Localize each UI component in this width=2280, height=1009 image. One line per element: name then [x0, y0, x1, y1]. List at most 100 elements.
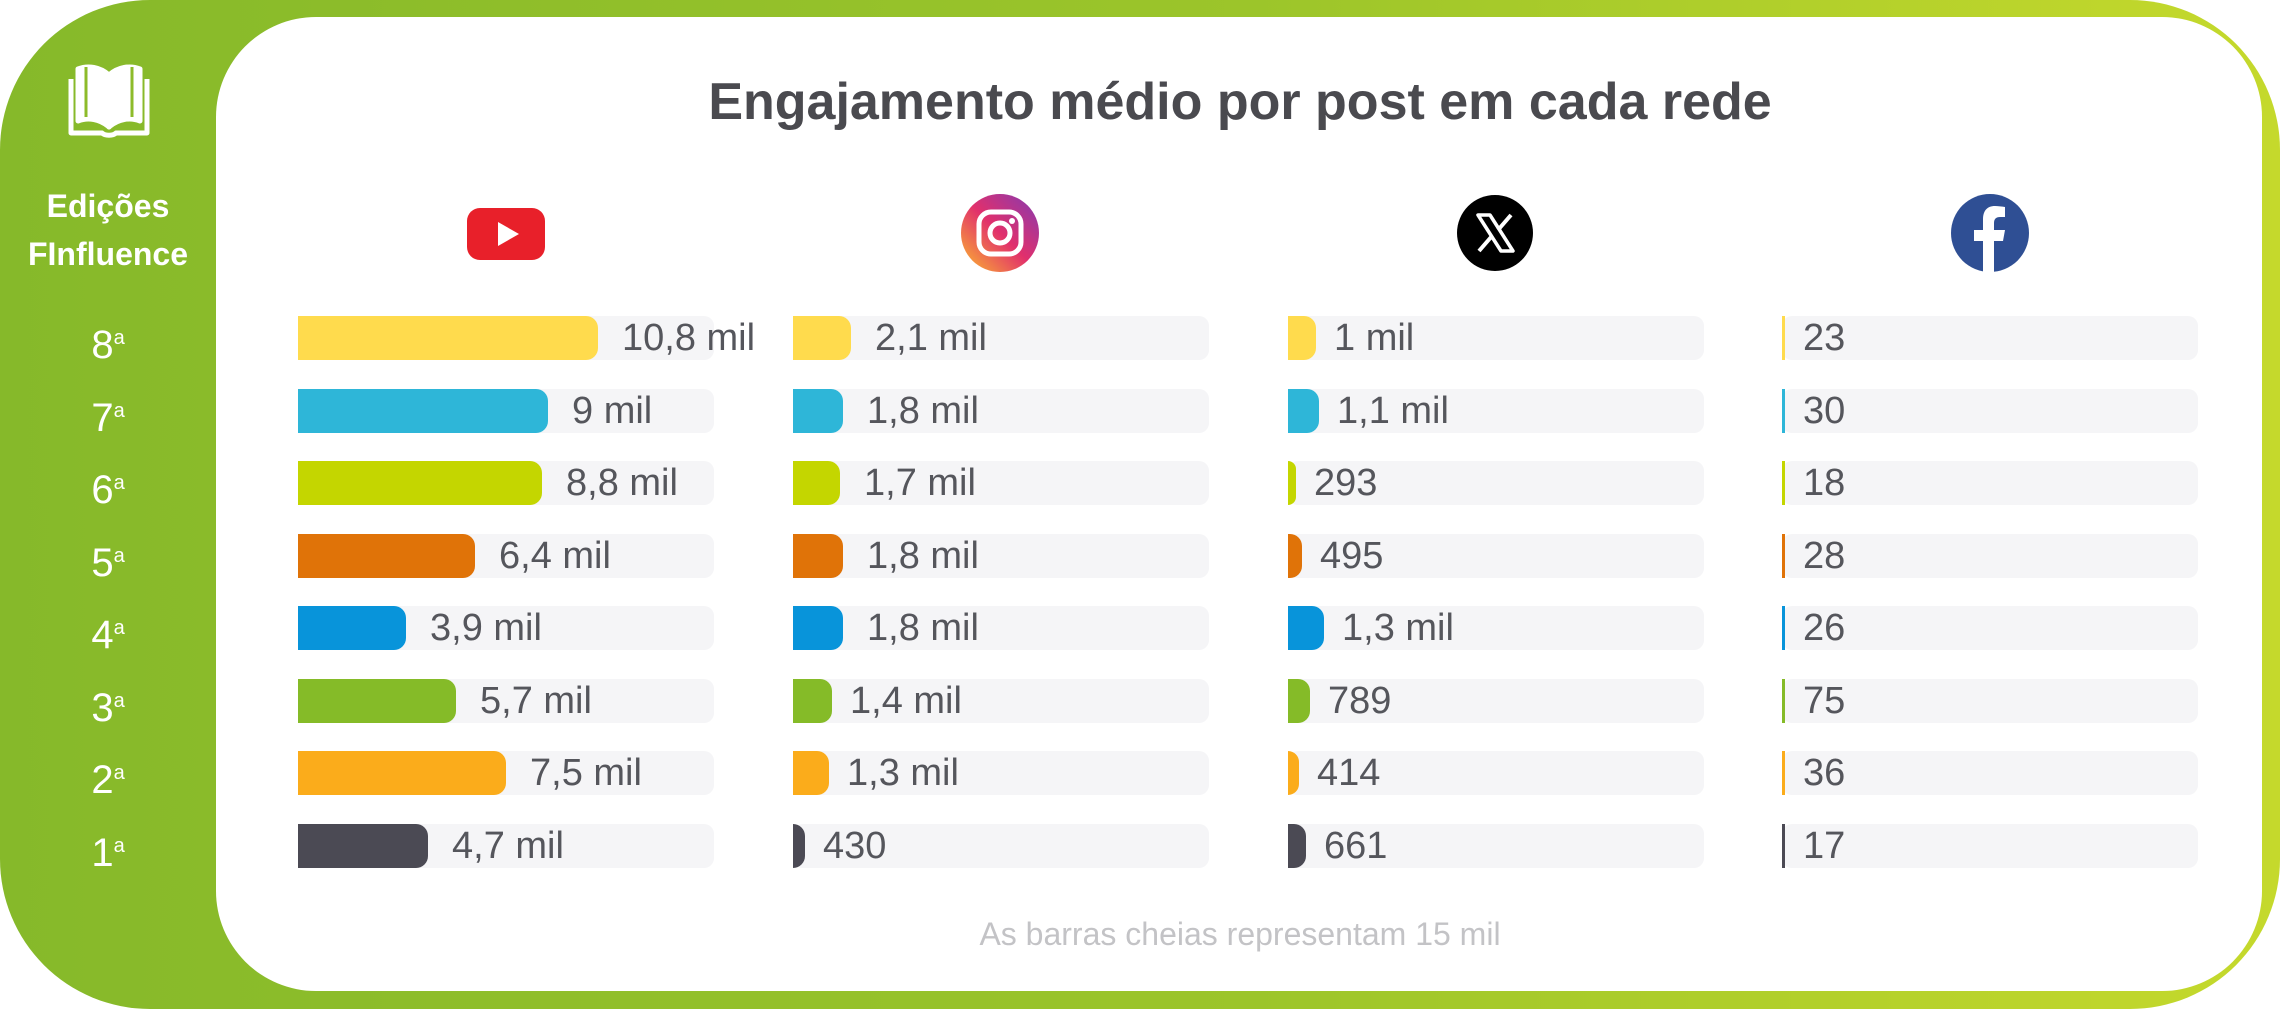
bar-value-label: 1,1 mil — [1337, 390, 1449, 432]
facebook-icon — [1951, 194, 2029, 272]
edition-label: 4a — [91, 613, 125, 657]
bar-track — [793, 606, 1209, 650]
bar-track — [1288, 679, 1704, 723]
bar-value-label: 5,7 mil — [480, 680, 592, 722]
bar-facebook-3ª — [1782, 679, 1785, 723]
bar-value-label: 1,3 mil — [847, 752, 959, 794]
bar-track — [1288, 389, 1704, 433]
edition-label: 1a — [91, 831, 125, 875]
bar-track — [793, 824, 1209, 868]
bar-value-label: 1 mil — [1334, 317, 1415, 359]
bar-value-label: 26 — [1803, 607, 1846, 649]
edition-label: 7a — [91, 396, 125, 440]
bar-youtube-8ª — [298, 316, 598, 360]
edition-label: 8a — [91, 323, 125, 367]
bar-value-label: 36 — [1803, 752, 1846, 794]
bar-track — [1782, 679, 2198, 723]
bar-track — [1288, 824, 1704, 868]
bar-value-label: 1,4 mil — [850, 680, 962, 722]
bar-track — [1782, 606, 2198, 650]
x-icon — [1457, 195, 1533, 271]
bar-youtube-2ª — [298, 751, 506, 795]
bar-facebook-8ª — [1782, 316, 1785, 360]
bar-value-label: 75 — [1803, 680, 1846, 722]
bar-facebook-6ª — [1782, 461, 1785, 505]
bar-value-label: 4,7 mil — [452, 825, 564, 867]
bar-value-label: 1,7 mil — [864, 462, 976, 504]
bar-x-3ª — [1288, 679, 1310, 723]
bar-facebook-2ª — [1782, 751, 1785, 795]
bar-value-label: 17 — [1803, 825, 1846, 867]
bar-track — [1288, 461, 1704, 505]
bar-instagram-4ª — [793, 606, 843, 650]
bar-value-label: 1,3 mil — [1342, 607, 1454, 649]
bar-value-label: 293 — [1314, 462, 1378, 504]
bar-value-label: 495 — [1320, 535, 1384, 577]
bar-track — [793, 534, 1209, 578]
edition-label: 3a — [91, 686, 125, 730]
bar-value-label: 789 — [1328, 680, 1392, 722]
bar-track — [793, 316, 1209, 360]
bar-track — [1782, 534, 2198, 578]
open-book-icon — [68, 64, 150, 138]
bar-track — [1782, 316, 2198, 360]
bar-value-label: 6,4 mil — [499, 535, 611, 577]
sidebar-title-line1: Edições — [46, 188, 170, 224]
bar-value-label: 30 — [1803, 390, 1846, 432]
bar-instagram-8ª — [793, 316, 851, 360]
bar-facebook-1ª — [1782, 824, 1785, 868]
bar-x-4ª — [1288, 606, 1324, 650]
bar-track — [793, 389, 1209, 433]
bar-value-label: 18 — [1803, 462, 1846, 504]
bar-x-7ª — [1288, 389, 1319, 433]
bar-track — [1782, 824, 2198, 868]
bar-track — [793, 751, 1209, 795]
bar-instagram-6ª — [793, 461, 840, 505]
bar-value-label: 414 — [1317, 752, 1381, 794]
bar-facebook-4ª — [1782, 606, 1785, 650]
bar-instagram-3ª — [793, 679, 832, 723]
bar-value-label: 661 — [1324, 825, 1388, 867]
bar-instagram-1ª — [793, 824, 805, 868]
bar-track — [1288, 751, 1704, 795]
bar-instagram-5ª — [793, 534, 843, 578]
edition-label: 2a — [91, 758, 125, 802]
bar-value-label: 1,8 mil — [867, 535, 979, 577]
bar-youtube-6ª — [298, 461, 542, 505]
bar-youtube-5ª — [298, 534, 475, 578]
chart-title: Engajamento médio por post em cada rede — [708, 73, 1772, 131]
bar-youtube-3ª — [298, 679, 456, 723]
edition-label: 6a — [91, 468, 125, 512]
bar-x-8ª — [1288, 316, 1316, 360]
editions-sidebar: Edições FInfluence 8a 7a 6a 5a 4a 3a 2a … — [0, 0, 216, 1009]
bar-value-label: 9 mil — [572, 390, 653, 432]
bar-value-label: 2,1 mil — [875, 317, 987, 359]
bar-x-6ª — [1288, 461, 1296, 505]
bar-instagram-2ª — [793, 751, 829, 795]
bar-youtube-1ª — [298, 824, 428, 868]
bar-instagram-7ª — [793, 389, 843, 433]
bar-value-label: 430 — [823, 825, 887, 867]
bar-value-label: 23 — [1803, 317, 1846, 359]
bar-value-label: 3,9 mil — [430, 607, 542, 649]
bar-x-5ª — [1288, 534, 1302, 578]
bar-youtube-4ª — [298, 606, 406, 650]
chart-note: As barras cheias representam 15 mil — [979, 916, 1501, 952]
bar-value-label: 1,8 mil — [867, 390, 979, 432]
bar-track — [1782, 751, 2198, 795]
bar-facebook-5ª — [1782, 534, 1785, 578]
instagram-icon — [961, 194, 1039, 272]
bar-youtube-7ª — [298, 389, 548, 433]
bar-x-2ª — [1288, 751, 1299, 795]
bar-facebook-7ª — [1782, 389, 1785, 433]
bar-track — [793, 679, 1209, 723]
bar-value-label: 8,8 mil — [566, 462, 678, 504]
bar-track — [1288, 316, 1704, 360]
bar-track — [1288, 606, 1704, 650]
edition-label: 5a — [91, 541, 125, 585]
sidebar-title: Edições FInfluence — [0, 182, 216, 278]
bar-track — [1288, 534, 1704, 578]
youtube-icon — [467, 208, 545, 260]
bar-track — [793, 461, 1209, 505]
